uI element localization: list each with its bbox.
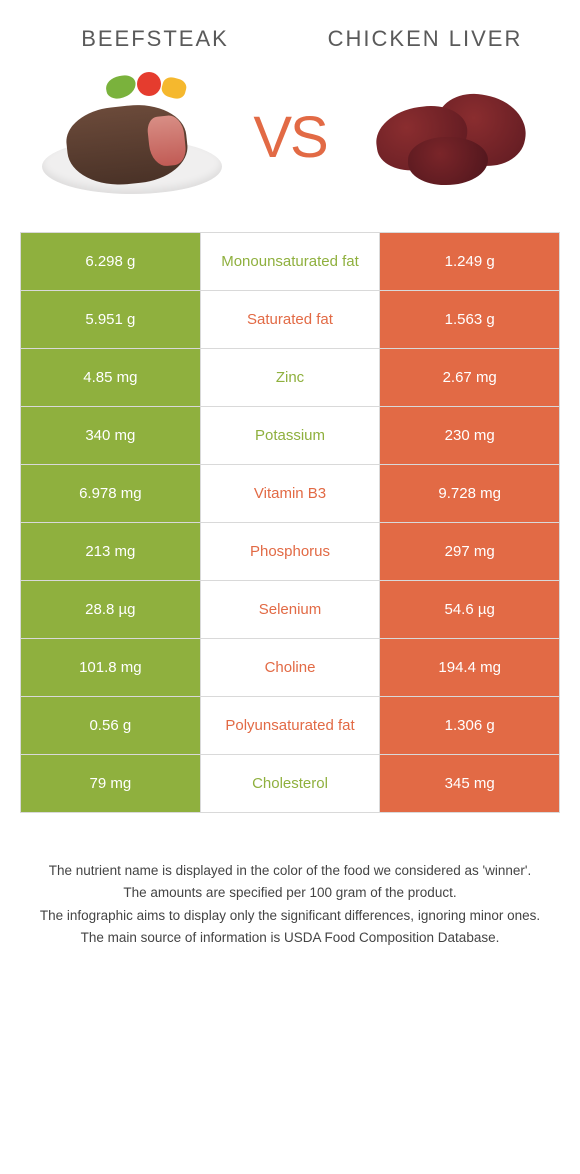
nutrient-name: Choline bbox=[201, 639, 381, 696]
right-value: 297 mg bbox=[380, 523, 559, 580]
right-value: 230 mg bbox=[380, 407, 559, 464]
chicken-liver-icon bbox=[358, 77, 538, 197]
food-right-title: Chicken Liver bbox=[290, 26, 560, 51]
image-row: VS bbox=[0, 62, 580, 232]
footer-notes: The nutrient name is displayed in the co… bbox=[0, 813, 580, 948]
nutrient-name: Saturated fat bbox=[201, 291, 381, 348]
footer-line: The amounts are specified per 100 gram o… bbox=[24, 883, 556, 903]
nutrient-name: Monounsaturated fat bbox=[201, 233, 381, 290]
header: Beefsteak Chicken Liver bbox=[0, 0, 580, 62]
footer-line: The nutrient name is displayed in the co… bbox=[24, 861, 556, 881]
food-right-image bbox=[337, 77, 560, 197]
nutrient-name: Selenium bbox=[201, 581, 381, 638]
table-row: 101.8 mgCholine194.4 mg bbox=[21, 639, 559, 697]
table-row: 6.978 mgVitamin B39.728 mg bbox=[21, 465, 559, 523]
left-value: 340 mg bbox=[21, 407, 201, 464]
vs-label: VS bbox=[253, 104, 326, 171]
footer-line: The infographic aims to display only the… bbox=[24, 906, 556, 926]
table-row: 5.951 gSaturated fat1.563 g bbox=[21, 291, 559, 349]
table-row: 0.56 gPolyunsaturated fat1.306 g bbox=[21, 697, 559, 755]
right-value: 9.728 mg bbox=[380, 465, 559, 522]
left-value: 101.8 mg bbox=[21, 639, 201, 696]
left-value: 79 mg bbox=[21, 755, 201, 812]
table-row: 213 mgPhosphorus297 mg bbox=[21, 523, 559, 581]
food-left-image bbox=[20, 72, 243, 202]
footer-line: The main source of information is USDA F… bbox=[24, 928, 556, 948]
right-value: 1.306 g bbox=[380, 697, 559, 754]
right-value: 2.67 mg bbox=[380, 349, 559, 406]
nutrient-name: Polyunsaturated fat bbox=[201, 697, 381, 754]
nutrient-table: 6.298 gMonounsaturated fat1.249 g5.951 g… bbox=[20, 232, 560, 813]
right-value: 345 mg bbox=[380, 755, 559, 812]
nutrient-name: Phosphorus bbox=[201, 523, 381, 580]
left-value: 28.8 µg bbox=[21, 581, 201, 638]
right-value: 1.563 g bbox=[380, 291, 559, 348]
table-row: 6.298 gMonounsaturated fat1.249 g bbox=[21, 233, 559, 291]
right-value: 194.4 mg bbox=[380, 639, 559, 696]
right-value: 1.249 g bbox=[380, 233, 559, 290]
table-row: 28.8 µgSelenium54.6 µg bbox=[21, 581, 559, 639]
left-value: 0.56 g bbox=[21, 697, 201, 754]
left-value: 213 mg bbox=[21, 523, 201, 580]
beefsteak-icon bbox=[42, 72, 222, 202]
table-row: 340 mgPotassium230 mg bbox=[21, 407, 559, 465]
nutrient-name: Zinc bbox=[201, 349, 381, 406]
nutrient-name: Potassium bbox=[201, 407, 381, 464]
food-left-title: Beefsteak bbox=[20, 26, 290, 52]
table-row: 79 mgCholesterol345 mg bbox=[21, 755, 559, 813]
left-value: 6.978 mg bbox=[21, 465, 201, 522]
left-value: 6.298 g bbox=[21, 233, 201, 290]
right-value: 54.6 µg bbox=[380, 581, 559, 638]
table-row: 4.85 mgZinc2.67 mg bbox=[21, 349, 559, 407]
nutrient-name: Vitamin B3 bbox=[201, 465, 381, 522]
nutrient-name: Cholesterol bbox=[201, 755, 381, 812]
left-value: 5.951 g bbox=[21, 291, 201, 348]
left-value: 4.85 mg bbox=[21, 349, 201, 406]
